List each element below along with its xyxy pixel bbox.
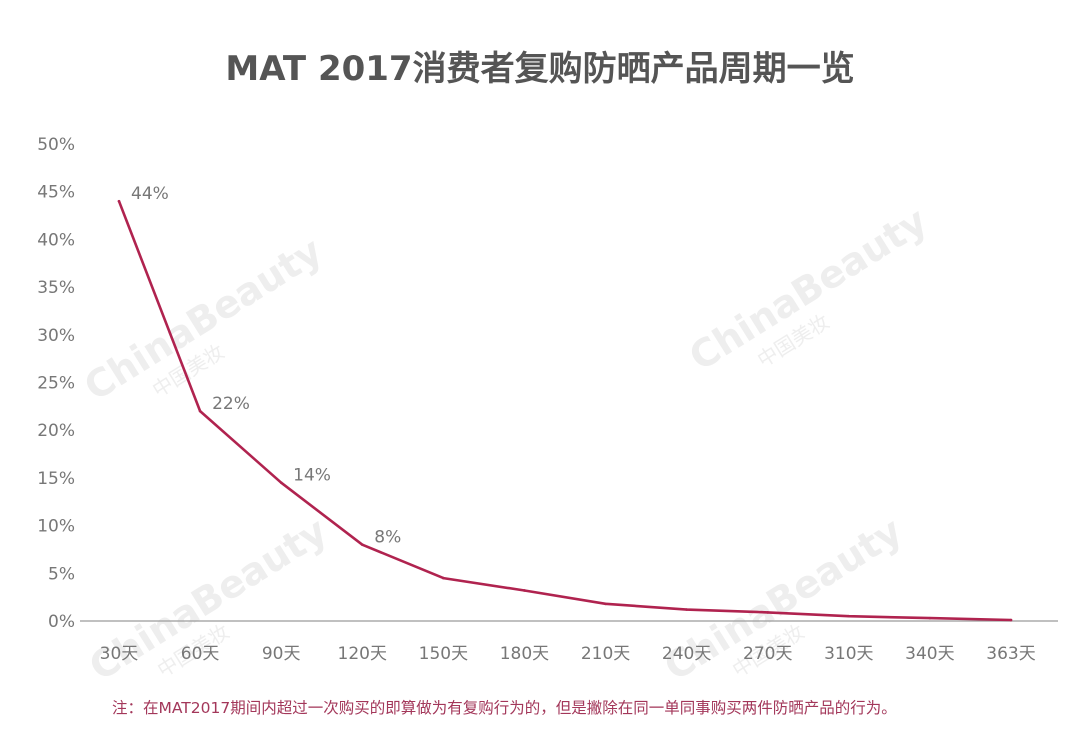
x-tick-label: 90天 <box>262 644 301 664</box>
data-point <box>198 409 202 413</box>
y-tick-label: 40% <box>37 230 75 250</box>
y-tick-label: 20% <box>37 421 75 441</box>
data-point <box>442 576 445 580</box>
x-axis-ticks: 30天 60天 90天 120天 150天 180天 210天 240天 270天 310天 340… <box>100 644 1036 664</box>
data-point <box>117 199 121 203</box>
series-layer <box>117 199 1013 622</box>
data-point <box>360 543 364 546</box>
y-axis-ticks: 0% 5% 10% 15% 20% 25% 30% 35% 40% 45% 50% <box>37 135 75 632</box>
data-label: 44% <box>131 184 169 204</box>
x-tick-label: 180天 <box>500 644 549 664</box>
watermark-text: ChinaBeauty <box>682 198 935 379</box>
footnote: 注：在MAT2017期间内超过一次购买的即算做为有复购行为的，但是撇除在同一单同… <box>112 698 897 717</box>
data-labels: 44% 22% 14% 8% <box>131 184 401 547</box>
y-tick-label: 45% <box>37 183 75 203</box>
x-tick-label: 340天 <box>905 644 954 664</box>
y-tick-label: 25% <box>37 374 75 394</box>
x-tick-label: 363天 <box>986 644 1035 664</box>
x-tick-label: 310天 <box>824 644 873 664</box>
data-point <box>847 614 851 618</box>
data-label: 14% <box>293 466 331 486</box>
data-point <box>523 589 526 592</box>
data-point <box>685 608 688 611</box>
data-point <box>928 616 932 620</box>
x-tick-label: 150天 <box>419 644 468 664</box>
data-point <box>604 602 607 606</box>
data-point <box>1009 618 1013 622</box>
data-label: 22% <box>212 394 250 414</box>
x-tick-label: 30天 <box>100 644 139 664</box>
data-point <box>766 611 770 614</box>
y-tick-label: 10% <box>37 517 75 537</box>
chart-title: MAT 2017消费者复购防晒产品周期一览 <box>225 49 854 89</box>
x-tick-label: 120天 <box>338 644 387 664</box>
watermark-text: ChinaBeauty <box>77 228 330 409</box>
y-tick-label: 15% <box>37 469 75 489</box>
y-tick-label: 50% <box>37 135 75 155</box>
y-tick-label: 35% <box>37 278 75 298</box>
x-tick-label: 270天 <box>743 644 792 664</box>
data-point <box>279 481 283 484</box>
x-tick-label: 240天 <box>662 644 711 664</box>
x-tick-label: 210天 <box>581 644 630 664</box>
y-tick-label: 30% <box>37 326 75 346</box>
y-tick-label: 0% <box>48 612 75 632</box>
y-tick-label: 5% <box>48 564 75 584</box>
data-label: 8% <box>374 528 401 548</box>
x-tick-label: 60天 <box>181 644 220 664</box>
series-line <box>117 199 1013 622</box>
